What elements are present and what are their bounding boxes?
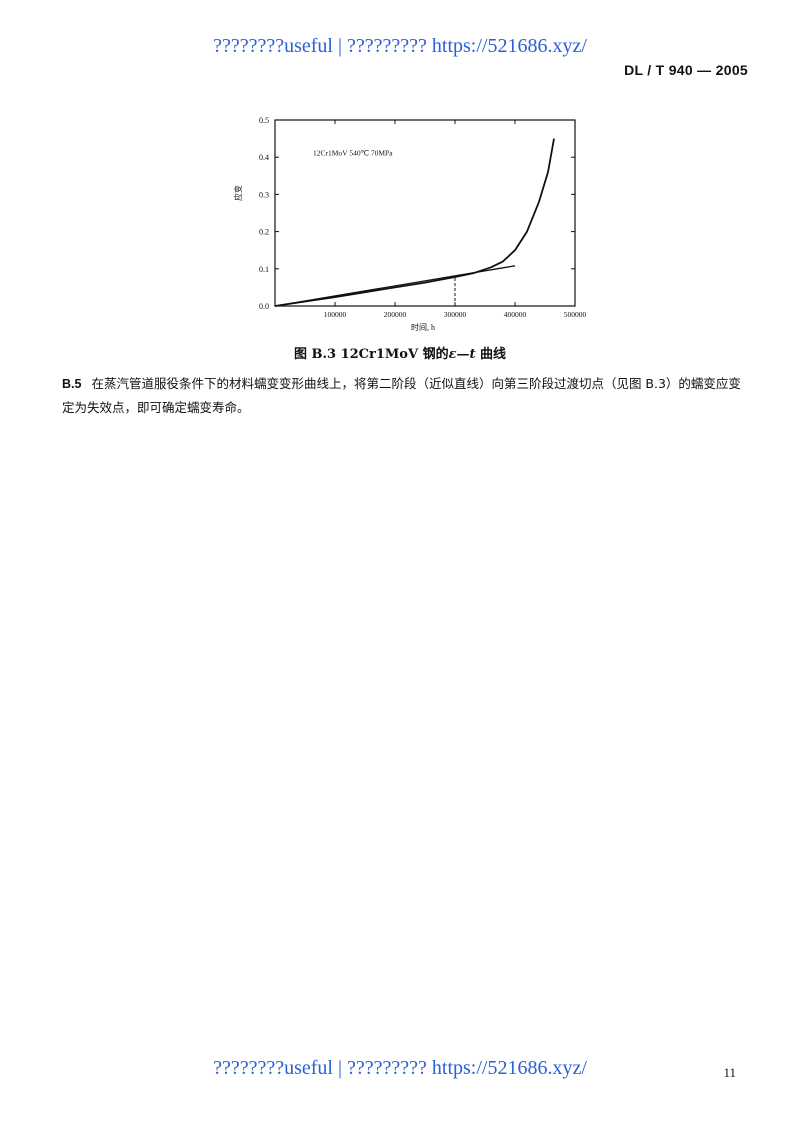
x-tick-label: 200000 bbox=[384, 310, 407, 319]
x-tick-label: 100000 bbox=[324, 310, 347, 319]
page-number: 11 bbox=[723, 1065, 736, 1080]
creep-curve bbox=[274, 138, 555, 307]
clause-number: B.5 bbox=[62, 377, 82, 391]
caption-prefix: 图 B.3 12Cr1MoV 钢的 bbox=[293, 347, 449, 362]
clause-text: 在蒸汽管道服役条件下的材料蠕变变形曲线上，将第二阶段（近似直线）向第三阶段过渡切… bbox=[62, 376, 741, 415]
x-tick-label: 400000 bbox=[504, 310, 527, 319]
chart-svg: 0.0 0.1 0.2 0.3 0.4 0.5 100000 200000 300000 4000… bbox=[233, 116, 587, 332]
clause-b5: B.5 在蒸汽管道服役条件下的材料蠕变变形曲线上，将第二阶段（近似直线）向第三阶段… bbox=[62, 372, 752, 420]
y-tick-label: 0.5 bbox=[259, 116, 269, 125]
x-tick-label: 500000 bbox=[564, 310, 587, 319]
plot-frame bbox=[274, 119, 576, 307]
watermark-top[interactable]: ????????useful | ????????? https://52168… bbox=[213, 35, 587, 57]
y-tick-label: 0.0 bbox=[259, 302, 269, 311]
standard-code: DL / T 940 — 2005 bbox=[624, 62, 748, 78]
creep-chart: 0.0 0.1 0.2 0.3 0.4 0.5 100000 200000 300000 4000… bbox=[225, 108, 595, 338]
caption-symbol: ε—t bbox=[448, 347, 476, 362]
tangent-line bbox=[274, 265, 516, 307]
y-tick-label: 0.1 bbox=[259, 265, 269, 274]
watermark-bottom[interactable]: ????????useful | ????????? https://52168… bbox=[213, 1057, 587, 1079]
x-tick-label: 300000 bbox=[444, 310, 467, 319]
y-tick-label: 0.4 bbox=[259, 153, 269, 162]
figure-caption: 图 B.3 12Cr1MoV 钢的ε—t 曲线 bbox=[0, 343, 800, 362]
chart-annotation: 12Cr1MoV 540℃ 70MPa bbox=[313, 148, 393, 157]
y-tick-label: 0.3 bbox=[259, 190, 269, 199]
y-axis-label: 应变 bbox=[233, 185, 243, 201]
y-tick-label: 0.2 bbox=[259, 228, 269, 237]
x-axis-label: 时间, h bbox=[411, 322, 435, 332]
caption-suffix: 曲线 bbox=[475, 347, 507, 362]
